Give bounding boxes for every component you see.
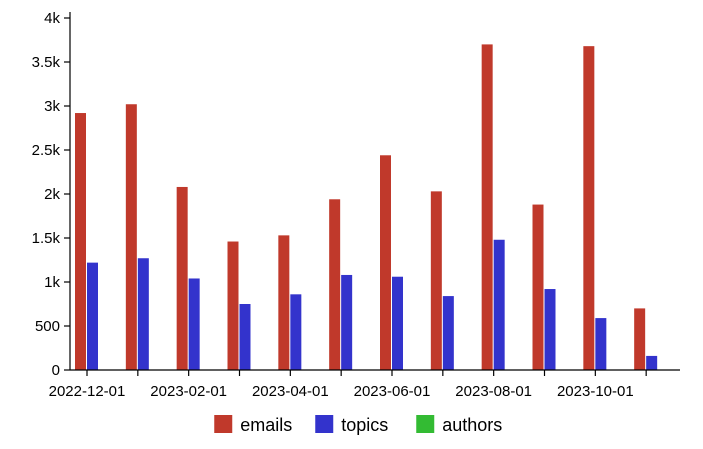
- y-tick-label: 500: [35, 318, 60, 335]
- bar-topics-2023-03-01: [239, 304, 251, 370]
- bar-emails-2023-04-01: [278, 235, 290, 370]
- bars-layer: [75, 44, 658, 371]
- legend-label-authors: authors: [442, 415, 502, 435]
- bar-emails-2023-06-01: [380, 155, 391, 370]
- y-tick-label: 2k: [44, 186, 60, 203]
- bar-topics-2023-05-01: [341, 274, 353, 370]
- bar-topics-2023-08-01: [493, 239, 505, 370]
- x-tick-label: 2023-10-01: [557, 383, 634, 400]
- y-tick-label: 1.5k: [32, 230, 61, 247]
- y-tick-label: 1k: [44, 274, 60, 291]
- bar-topics-2023-04-01: [290, 294, 302, 370]
- legend-swatch-topics: [315, 415, 334, 433]
- bar-emails-2023-03-01: [227, 241, 239, 370]
- bar-topics-2023-06-01: [392, 276, 403, 370]
- bar-emails-2023-09-01: [532, 204, 544, 370]
- x-tick-label: 2023-04-01: [252, 383, 329, 400]
- bar-topics-2023-07-01: [442, 296, 454, 370]
- legend-swatch-emails: [214, 415, 233, 433]
- bar-emails-2023-10-01: [583, 46, 595, 370]
- legend: emails topics authors: [214, 415, 502, 435]
- bar-topics-2023-02-01: [188, 278, 200, 370]
- bar-topics-2023-11-01: [646, 355, 658, 370]
- bar-topics-2023-09-01: [544, 289, 556, 370]
- y-tick-label: 4k: [44, 10, 60, 27]
- bar-topics-2023-10-01: [595, 318, 607, 370]
- bar-emails-2023-01-01: [125, 104, 137, 371]
- x-tick-label: 2022-12-01: [49, 383, 126, 400]
- x-tick-label: 2023-06-01: [354, 383, 431, 400]
- bar-emails-2023-07-01: [430, 191, 442, 370]
- bar-emails-2023-02-01: [176, 186, 188, 370]
- bar-topics-2023-01-01: [137, 258, 149, 370]
- x-tick-label: 2023-08-01: [455, 383, 532, 400]
- y-tick-label: 2.5k: [32, 142, 61, 159]
- legend-label-topics: topics: [341, 415, 388, 435]
- y-tick-label: 3k: [44, 98, 60, 115]
- x-tick-label: 2023-02-01: [150, 383, 227, 400]
- y-tick-label: 0: [52, 362, 60, 379]
- bar-emails-2023-05-01: [329, 199, 341, 370]
- y-axis: 0 500 1k 1.5k 2k 2.5k 3k 3.5k 4k: [32, 10, 71, 379]
- bar-topics-2022-12-01: [87, 262, 98, 370]
- y-tick-label: 3.5k: [32, 54, 61, 71]
- bar-emails-2023-11-01: [634, 308, 646, 370]
- x-axis: 2022-12-01 2023-02-01 2023-04-01 2023-06-01…: [49, 369, 680, 400]
- bar-emails-2023-08-01: [481, 44, 493, 371]
- legend-swatch-authors: [416, 415, 435, 433]
- bar-emails-2022-12-01: [75, 113, 86, 370]
- legend-label-emails: emails: [240, 415, 292, 435]
